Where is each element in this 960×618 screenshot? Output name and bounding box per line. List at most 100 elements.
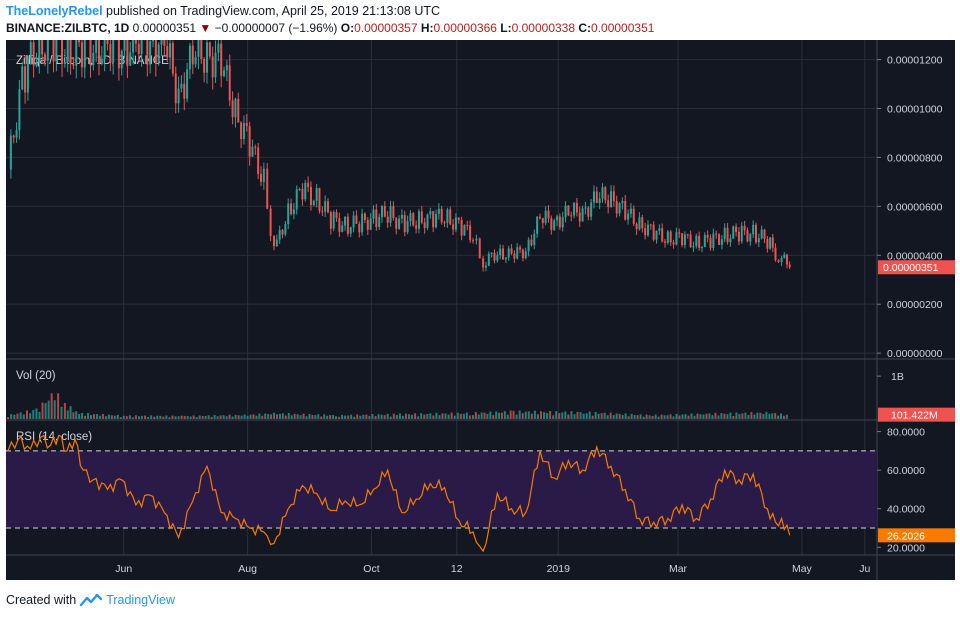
open-label: O:	[340, 21, 355, 35]
candle-body	[228, 65, 231, 101]
volume-bar	[365, 414, 368, 419]
volume-bar	[210, 416, 213, 419]
volume-bar	[785, 414, 788, 419]
candle-body	[595, 191, 598, 204]
candle-body	[363, 213, 366, 221]
candle-body	[475, 238, 478, 241]
volume-bar	[38, 411, 41, 419]
volume-bar	[13, 414, 16, 419]
volume-bar	[477, 414, 480, 419]
volume-bar	[165, 415, 168, 419]
volume-bar	[305, 416, 308, 419]
volume-bar	[35, 408, 38, 419]
volume-bar	[561, 412, 564, 419]
volume-bar	[386, 413, 389, 419]
candle-body	[129, 52, 132, 66]
candle-body	[15, 130, 18, 138]
candle-body	[329, 212, 332, 229]
volume-bar	[549, 411, 552, 419]
volume-bar	[546, 412, 549, 419]
candle-body	[527, 239, 530, 252]
candle-body	[32, 42, 35, 66]
candle-body	[493, 252, 496, 261]
candle-body	[440, 208, 443, 223]
volume-bar	[509, 410, 512, 419]
volume-bar	[252, 414, 255, 419]
volume-bar	[240, 415, 243, 419]
candle-body	[126, 40, 129, 66]
volume-bar	[78, 413, 81, 419]
volume-bar	[774, 412, 777, 419]
candle-body	[695, 235, 698, 247]
volume-bar	[243, 414, 246, 419]
candle-body	[160, 40, 163, 45]
candle-body	[140, 40, 143, 55]
created-with-text: Created with	[6, 593, 77, 607]
candle-body	[132, 40, 135, 53]
candle-body	[188, 45, 191, 70]
volume-bar	[573, 414, 576, 419]
volume-bar	[299, 415, 302, 419]
candle-body	[257, 147, 260, 174]
candle-body	[681, 233, 684, 246]
volume-bar	[63, 402, 66, 419]
candle-body	[678, 232, 681, 234]
volume-bar	[119, 417, 122, 419]
author-link[interactable]: TheLonelyRebel	[6, 4, 103, 18]
candle-body	[615, 200, 618, 214]
candle-body	[692, 246, 695, 248]
volume-bar	[435, 412, 438, 419]
candle-body	[220, 43, 223, 77]
candle-body	[627, 213, 630, 220]
chart-canvas[interactable]: 0.00001200 0.00001000 0.00000800 0.00000600…	[6, 40, 955, 580]
time-tick-label: 2019	[547, 563, 571, 575]
volume-bar	[750, 412, 753, 419]
volume-bar	[762, 414, 765, 419]
candle-body	[307, 182, 310, 187]
volume-bar	[231, 416, 234, 419]
candle-body	[649, 224, 652, 226]
volume-bar	[708, 413, 711, 419]
candle-body	[601, 187, 604, 199]
candle-body	[735, 226, 738, 232]
volume-bar	[47, 400, 50, 419]
candle-body	[435, 214, 438, 228]
volume-bar	[690, 413, 693, 419]
publish-text: published on TradingView.com, April 25, …	[106, 4, 441, 18]
volume-bar	[234, 414, 237, 419]
volume-bar	[401, 415, 404, 419]
candle-body	[584, 207, 587, 209]
candle-body	[298, 188, 301, 190]
tradingview-link[interactable]: TradingView	[106, 593, 175, 607]
volume-bar	[95, 414, 98, 419]
candle-body	[254, 146, 257, 148]
volume-bar	[326, 415, 329, 419]
volume-bar	[669, 414, 672, 419]
volume-bar	[606, 415, 609, 419]
volume-bar	[480, 412, 483, 419]
volume-bar	[159, 415, 162, 419]
candle-body	[191, 45, 194, 65]
candle-body	[134, 40, 137, 44]
candle-body	[206, 42, 208, 73]
candle-body	[349, 227, 352, 234]
volume-bar	[518, 410, 521, 419]
candle-body	[237, 98, 240, 123]
candle-body	[766, 239, 769, 249]
volume-bar	[192, 415, 195, 419]
volume-bar	[630, 413, 633, 419]
close-label: C:	[578, 21, 592, 35]
volume-bar	[131, 417, 134, 419]
volume-bar	[672, 416, 675, 419]
candle-body	[443, 222, 446, 224]
candle-body	[217, 43, 220, 53]
candle-body	[197, 40, 200, 57]
volume-bar	[654, 414, 657, 419]
volume-bar	[344, 415, 347, 419]
volume-bar	[717, 415, 720, 419]
price-tick-label: 0.00000200	[887, 299, 943, 311]
volume-bar	[714, 412, 717, 419]
last-price-tag	[878, 260, 955, 275]
volume-bar	[302, 413, 305, 419]
volume-bar	[600, 413, 603, 419]
